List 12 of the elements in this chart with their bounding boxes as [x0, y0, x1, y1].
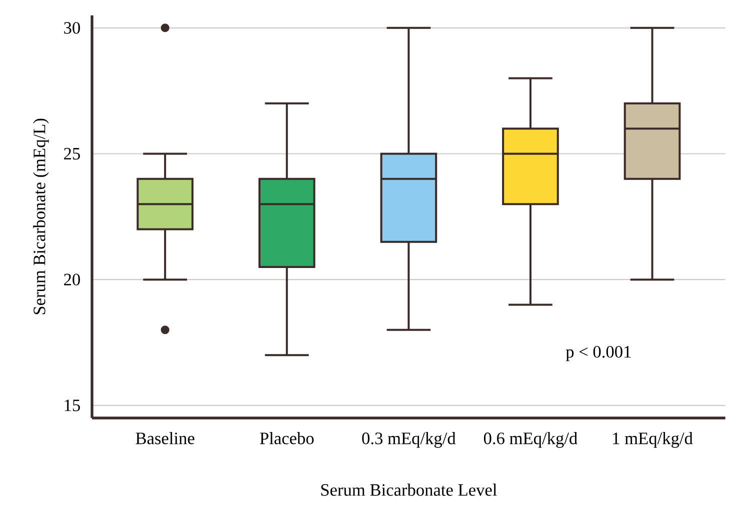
- x-tick-label: 0.6 mEq/kg/d: [484, 432, 578, 448]
- x-tick-label: 0.3 mEq/kg/d: [362, 432, 456, 448]
- y-tick-label: 30: [64, 22, 80, 34]
- x-tick-label: 1 mEq/kg/d: [613, 432, 693, 448]
- x-axis-title: Serum Bicarbonate Level: [321, 484, 497, 496]
- annotation: p < 0.001: [566, 346, 631, 362]
- y-tick-label: 15: [64, 400, 80, 412]
- y-tick-label: 25: [64, 148, 80, 160]
- x-tick-label: Baseline: [136, 432, 194, 444]
- x-tick-label: Placebo: [260, 432, 314, 444]
- y-tick-label: 20: [64, 274, 80, 286]
- y-axis-title: Serum Bicarbonate (mEq/L): [33, 118, 49, 314]
